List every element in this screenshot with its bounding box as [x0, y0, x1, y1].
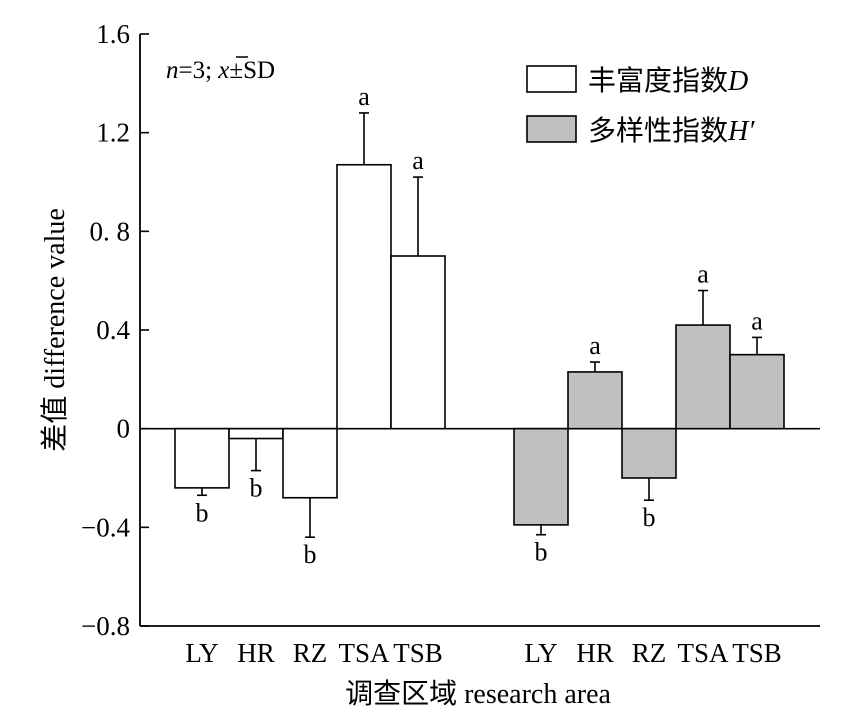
bar [675, 324, 731, 430]
legend-label-diversity: 多样性指数H′ [588, 115, 755, 147]
bar [621, 427, 677, 479]
x-tick-label: TSA [677, 638, 729, 668]
x-tick-label: LY [524, 638, 557, 668]
legend-swatch-richness [526, 65, 577, 93]
significance-letter: b [643, 503, 656, 532]
significance-letter: b [196, 498, 209, 527]
x-tick-label: TSB [732, 638, 782, 668]
significance-letter: a [697, 260, 709, 289]
significance-letter: a [751, 306, 763, 335]
x-axis-title: 调查区域 research area [345, 678, 611, 710]
y-axis-title: 差值 difference value [39, 208, 71, 452]
y-tick-label: −0.8 [81, 611, 130, 641]
y-tick-label: 1.6 [96, 19, 130, 49]
bar [729, 353, 785, 430]
x-tick-label: LY [185, 638, 218, 668]
legend-label-richness: 丰富度指数D [588, 65, 748, 97]
y-tick-label: 0. 8 [90, 216, 131, 246]
bar [174, 427, 230, 489]
significance-letter: b [250, 474, 263, 503]
significance-letter: a [589, 331, 601, 360]
bar [282, 427, 338, 499]
y-tick-label: 1.2 [96, 118, 130, 148]
bars-layer [174, 112, 785, 539]
x-tick-label: RZ [293, 638, 328, 668]
bar [390, 255, 446, 430]
n-annotation: n=3; x±SD [166, 57, 275, 84]
y-tick-label: 0 [117, 414, 131, 444]
x-tick-label: RZ [632, 638, 667, 668]
y-tick-label: −0.4 [81, 512, 130, 542]
bar [567, 371, 623, 430]
x-tick-label: HR [237, 638, 275, 668]
significance-letter: b [535, 538, 548, 567]
x-tick-label: TSA [338, 638, 390, 668]
bar [513, 427, 569, 526]
x-tick-label: TSB [393, 638, 443, 668]
y-tick-label: 0.4 [96, 315, 130, 345]
significance-letter: a [412, 146, 424, 175]
significance-letter: a [358, 82, 370, 111]
bar [336, 163, 392, 430]
x-tick-label: HR [576, 638, 614, 668]
legend-swatch-diversity [526, 115, 577, 143]
significance-letter: b [304, 540, 317, 569]
labels-layer: b LY b HR b RZ a TSA a TSB b LY a HR b RZ a TSA a TSB [185, 82, 781, 668]
bar [228, 427, 284, 440]
legend: 丰富度指数D 多样性指数H′ [526, 65, 755, 147]
